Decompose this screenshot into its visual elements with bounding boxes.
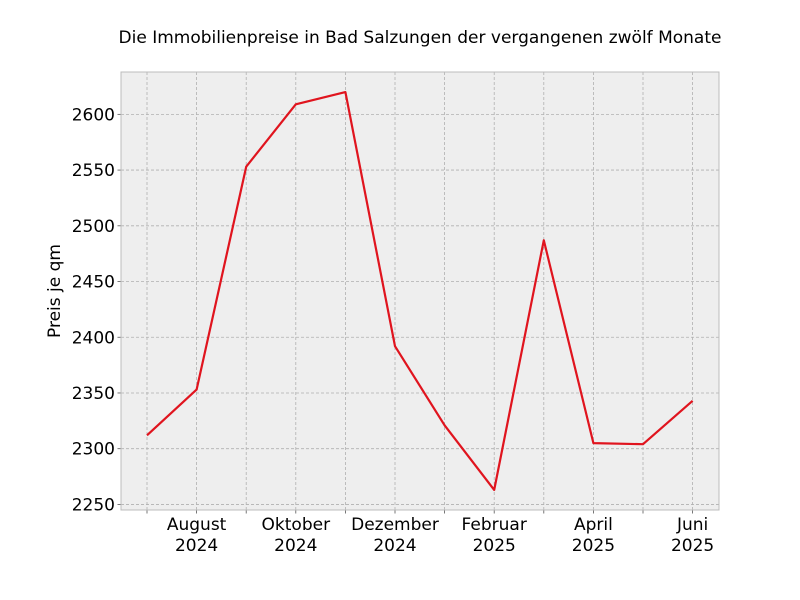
plot-frame bbox=[120, 71, 720, 511]
chart-title: Die Immobilienpreise in Bad Salzungen de… bbox=[119, 28, 722, 48]
series-group bbox=[146, 90, 694, 491]
axis-ticks: 22502300235024002450250025502600August20… bbox=[72, 105, 714, 556]
x-tick-label-month: Juni bbox=[676, 515, 708, 535]
x-tick-label-year: 2025 bbox=[572, 536, 615, 556]
series-line bbox=[146, 90, 694, 491]
y-tick-label: 2450 bbox=[72, 273, 115, 293]
y-tick-label: 2300 bbox=[72, 440, 115, 460]
x-tick-label-month: Oktober bbox=[262, 515, 331, 535]
x-tick-label-month: Februar bbox=[462, 515, 527, 535]
x-tick-label-year: 2024 bbox=[274, 536, 317, 556]
x-tick-label-month: August bbox=[167, 515, 227, 535]
y-tick-label: 2500 bbox=[72, 217, 115, 237]
plot-area bbox=[121, 72, 719, 510]
x-tick-label-month: April bbox=[574, 515, 613, 535]
x-tick-label-year: 2024 bbox=[373, 536, 416, 556]
x-tick-label-month: Dezember bbox=[351, 515, 439, 535]
x-tick-label-year: 2025 bbox=[671, 536, 714, 556]
y-tick-label: 2600 bbox=[72, 105, 115, 125]
y-tick-label: 2350 bbox=[72, 384, 115, 404]
y-tick-label: 2400 bbox=[72, 328, 115, 348]
grid bbox=[121, 72, 719, 510]
y-tick-label: 2250 bbox=[72, 495, 115, 515]
x-tick-label-year: 2024 bbox=[175, 536, 218, 556]
y-axis-label: Preis je qm bbox=[45, 244, 65, 338]
y-tick-label: 2550 bbox=[72, 161, 115, 181]
x-tick-label-year: 2025 bbox=[473, 536, 516, 556]
